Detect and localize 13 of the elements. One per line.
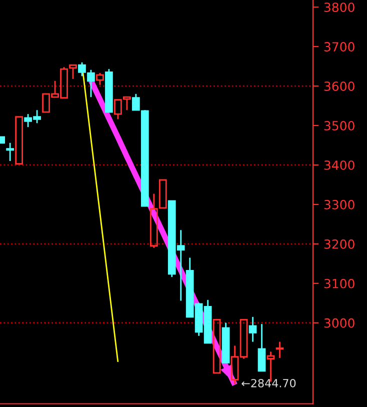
y-tick-label: 3700 (324, 42, 354, 52)
y-tick-label: 3100 (324, 278, 354, 288)
y-tick-label: 3000 (324, 318, 354, 328)
y-tick-label: 3500 (324, 120, 354, 130)
y-tick-label: 3800 (324, 2, 354, 12)
annotation: ←2844.70 (242, 378, 296, 388)
candlestick (276, 341, 284, 359)
candlestick (6, 142, 14, 162)
y-tick-label: 3300 (324, 200, 354, 210)
y-tick-label: 3400 (324, 160, 354, 170)
candlestick (248, 316, 257, 342)
y-tick-label: 3600 (324, 82, 354, 91)
y-tick-label: 3200 (324, 239, 354, 249)
